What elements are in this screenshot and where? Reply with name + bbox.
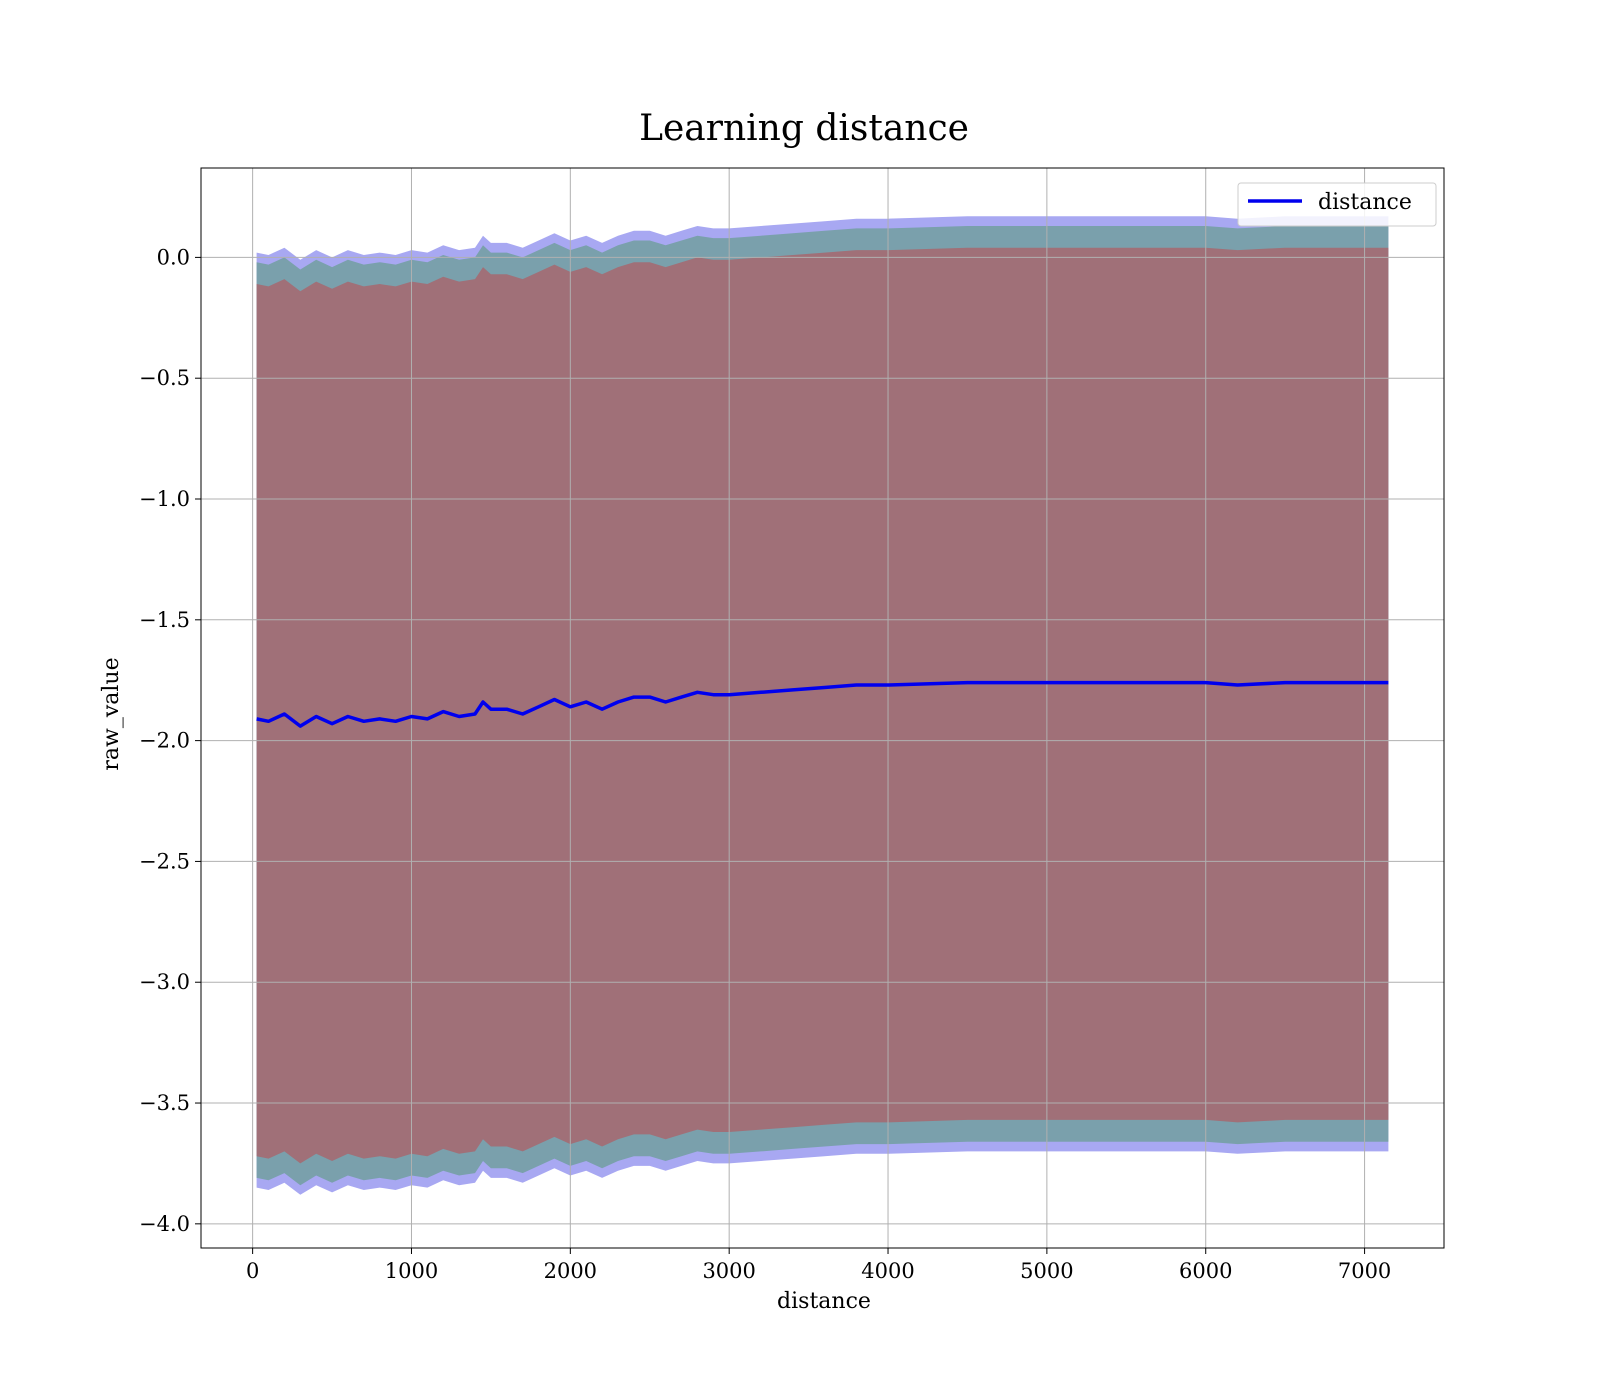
x-tick-label: 4000 xyxy=(861,1259,914,1283)
series xyxy=(256,680,1389,728)
grid xyxy=(201,168,1444,1248)
y-tick-label: 0.0 xyxy=(157,245,190,269)
x-tick-label: 2000 xyxy=(544,1259,597,1283)
y-axis-label: raw_value xyxy=(99,657,124,770)
y-tick-label: −4.0 xyxy=(139,1212,190,1236)
series-line-distance xyxy=(256,680,1389,728)
x-tick-label: 1000 xyxy=(385,1259,438,1283)
x-tick-label: 6000 xyxy=(1179,1259,1232,1283)
y-tick-label: −1.0 xyxy=(139,487,190,511)
y-tick-label: −2.5 xyxy=(139,849,190,873)
legend-box xyxy=(1237,182,1437,227)
bands xyxy=(256,216,1389,1195)
x-tick-label: 7000 xyxy=(1338,1259,1391,1283)
x-tick-label: 3000 xyxy=(702,1259,755,1283)
plot-area xyxy=(200,167,1445,1249)
legend: distance xyxy=(1237,182,1437,227)
x-tick-label: 5000 xyxy=(1020,1259,1073,1283)
y-tick-label: −2.0 xyxy=(139,729,190,753)
axes-frame xyxy=(200,167,1445,1249)
chart-title: Learning distance xyxy=(639,108,969,149)
y-tick-label: −1.5 xyxy=(139,608,190,632)
x-axis: 0 1000 2000 3000 4000 5000 6000 7000 xyxy=(246,1248,1391,1283)
x-tick-label: 0 xyxy=(246,1259,259,1283)
y-tick-label: −0.5 xyxy=(139,366,190,390)
band-inner xyxy=(256,247,1389,1164)
y-tick-label: −3.0 xyxy=(139,970,190,994)
y-tick-label: −3.5 xyxy=(139,1091,190,1115)
x-axis-label: distance xyxy=(777,1289,871,1314)
legend-label-distance: distance xyxy=(1318,190,1412,215)
y-axis: 0.0 −0.5 −1.0 −1.5 −2.0 −2.5 −3.0 −3.5 −4.0 xyxy=(139,245,201,1236)
